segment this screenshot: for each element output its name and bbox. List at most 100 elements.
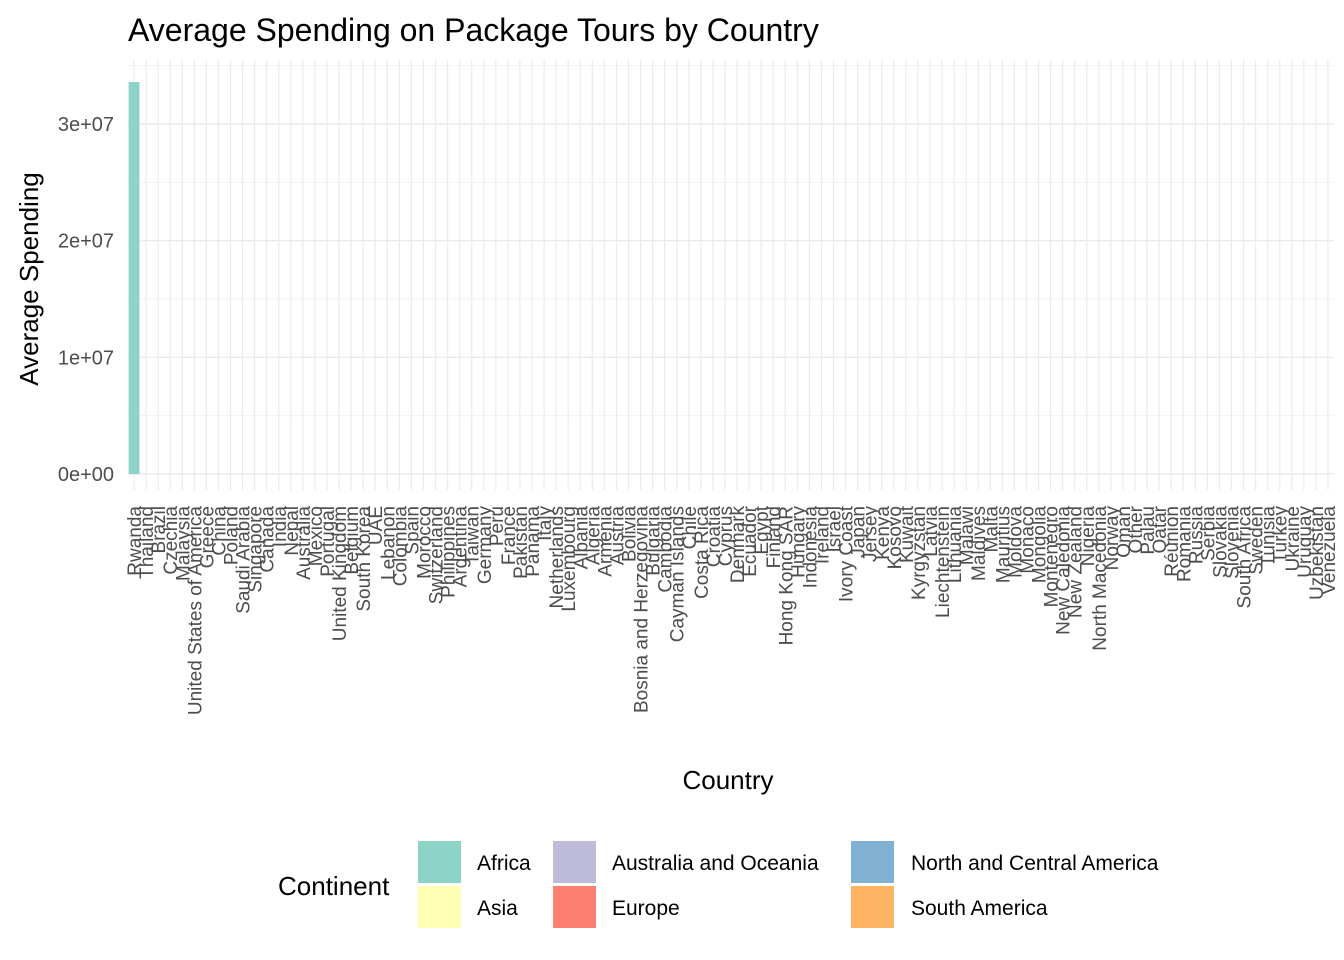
x-tick-label: Argentina bbox=[451, 506, 472, 588]
x-tick-label: Other bbox=[1126, 505, 1147, 553]
x-tick-label: Malaysia bbox=[173, 506, 194, 581]
x-tick-label: Peru bbox=[487, 506, 508, 546]
x-tick-label: Taiwan bbox=[463, 506, 484, 565]
x-tick-label: Bulgaria bbox=[644, 506, 665, 576]
x-tick-label: Cyprus bbox=[716, 506, 737, 566]
x-tick-label: Luxembourg bbox=[559, 506, 580, 612]
x-tick-label: Denmark bbox=[728, 506, 749, 584]
legend-title: Continent bbox=[278, 871, 390, 901]
x-tick-label: Bolivia bbox=[619, 506, 640, 562]
x-tick-label: Armenia bbox=[595, 506, 616, 577]
x-tick-label: Portugal bbox=[318, 506, 339, 577]
bar bbox=[128, 82, 140, 474]
x-tick-label: Poland bbox=[222, 506, 243, 565]
x-tick-label: Lithuania bbox=[945, 506, 966, 584]
x-tick-label: Latvia bbox=[921, 506, 942, 557]
x-tick-label: Lebanon bbox=[378, 506, 399, 580]
x-tick-label: South Korea bbox=[354, 506, 375, 612]
x-tick-label: New Caledonia bbox=[1054, 506, 1075, 635]
legend-swatch bbox=[851, 841, 894, 883]
x-tick-label: Kosovo bbox=[885, 506, 906, 569]
x-tick-label: Costa Rica bbox=[692, 506, 713, 599]
x-tick-label: France bbox=[499, 506, 520, 565]
x-tick-label: Canada bbox=[258, 506, 279, 573]
x-tick-label: Jersey bbox=[861, 506, 882, 562]
legend-label: Europe bbox=[612, 897, 680, 920]
x-tick-label: Cayman Islands bbox=[668, 506, 689, 642]
y-tick-label: 1e+07 bbox=[58, 347, 114, 369]
x-tick-label: Montenegro bbox=[1042, 506, 1063, 607]
x-tick-label: Nepal bbox=[282, 506, 303, 556]
x-tick-label: Malta bbox=[981, 506, 1002, 553]
x-tick-label: Liechtenstein bbox=[933, 506, 954, 618]
x-tick-label: India bbox=[270, 506, 291, 548]
x-tick-label: China bbox=[209, 506, 230, 556]
x-tick-label: Sweden bbox=[1247, 506, 1268, 575]
x-tick-label: Uruguay bbox=[1295, 506, 1316, 578]
x-tick-label: Kyrgyzstan bbox=[909, 506, 930, 600]
x-tick-label: Maldives bbox=[969, 506, 990, 581]
legend-swatch bbox=[418, 886, 461, 928]
y-axis-title: Average Spending bbox=[14, 172, 44, 385]
x-tick-label: United Kingdom bbox=[330, 506, 351, 641]
x-tick-label: Saudi Arabia bbox=[234, 506, 255, 614]
x-tick-label: Bosnia and Herzegovina bbox=[632, 506, 653, 713]
x-tick-label: Austria bbox=[607, 506, 628, 566]
x-tick-label: Hong Kong SAR bbox=[776, 506, 797, 645]
x-tick-label: Italy bbox=[535, 506, 556, 541]
legend-swatch bbox=[553, 886, 596, 928]
legend-label: Asia bbox=[477, 897, 518, 920]
legend-label: Australia and Oceania bbox=[612, 852, 819, 875]
legend: Continent Africa Asia Australia and Oceani… bbox=[278, 841, 1159, 928]
x-tick-label: Morocco bbox=[414, 506, 435, 579]
x-tick-label: Philippines bbox=[439, 506, 460, 598]
x-tick-label: Mexico bbox=[306, 506, 327, 566]
x-tick-label: Albania bbox=[571, 506, 592, 570]
x-tick-label: Singapore bbox=[246, 506, 267, 593]
x-tick-label: Israel bbox=[825, 506, 846, 552]
x-tick-label: Oman bbox=[1114, 506, 1135, 558]
x-tick-label: North Macedonia bbox=[1090, 506, 1111, 651]
x-tick-label: Uzbekistan bbox=[1307, 506, 1328, 600]
x-tick-label: Brazil bbox=[149, 506, 170, 554]
minor-gridlines bbox=[128, 65, 1334, 417]
x-tick-label: Ukraine bbox=[1283, 506, 1304, 571]
x-tick-label: Ecuador bbox=[740, 505, 761, 576]
x-tick-label: Finland bbox=[764, 506, 785, 568]
x-tick-label: Pakistan bbox=[511, 506, 532, 579]
x-tick-label: Norway bbox=[1102, 506, 1123, 571]
x-axis-title: Country bbox=[682, 765, 773, 795]
x-tick-label: Hungary bbox=[788, 506, 809, 578]
x-tick-label: UAE bbox=[366, 506, 387, 545]
x-tick-label: Rwanda bbox=[125, 506, 146, 576]
x-tick-label: Chile bbox=[680, 506, 701, 549]
x-tick-label: Cambodia bbox=[656, 506, 677, 593]
x-axis-ticks: RwandaThailandBrazilCzechiaMalaysiaUnite… bbox=[125, 505, 1340, 715]
x-tick-label: Switzerland bbox=[427, 506, 448, 604]
legend-swatch bbox=[851, 886, 894, 928]
x-tick-label: Qatar bbox=[1150, 505, 1171, 553]
x-tick-label: Spain bbox=[402, 506, 423, 555]
x-tick-label: Moldova bbox=[1005, 506, 1026, 578]
legend-label: South America bbox=[911, 897, 1048, 920]
x-tick-label: Netherlands bbox=[547, 506, 568, 608]
y-tick-label: 3e+07 bbox=[58, 114, 114, 136]
x-tick-label: Australia bbox=[294, 506, 315, 580]
x-tick-label: South Africa bbox=[1235, 506, 1256, 609]
x-tick-label: Tunisia bbox=[1259, 506, 1280, 567]
x-tick-label: Serbia bbox=[1198, 506, 1219, 561]
bars bbox=[128, 82, 140, 474]
x-tick-label: Russia bbox=[1186, 506, 1207, 565]
x-tick-label: Croatia bbox=[704, 506, 725, 568]
x-tick-label: Czechia bbox=[161, 506, 182, 575]
legend-label: North and Central America bbox=[911, 852, 1159, 875]
y-tick-label: 0e+00 bbox=[58, 464, 114, 486]
x-tick-label: Indonesia bbox=[800, 506, 821, 589]
x-tick-label: Malawi bbox=[957, 506, 978, 565]
legend-swatch bbox=[418, 841, 461, 883]
x-tick-label: Ireland bbox=[812, 506, 833, 564]
x-tick-label: Ivory Coast bbox=[837, 505, 858, 602]
x-tick-label: Panama bbox=[523, 506, 544, 577]
x-tick-label: Greece bbox=[197, 506, 218, 568]
x-tick-label: Kenya bbox=[873, 506, 894, 560]
